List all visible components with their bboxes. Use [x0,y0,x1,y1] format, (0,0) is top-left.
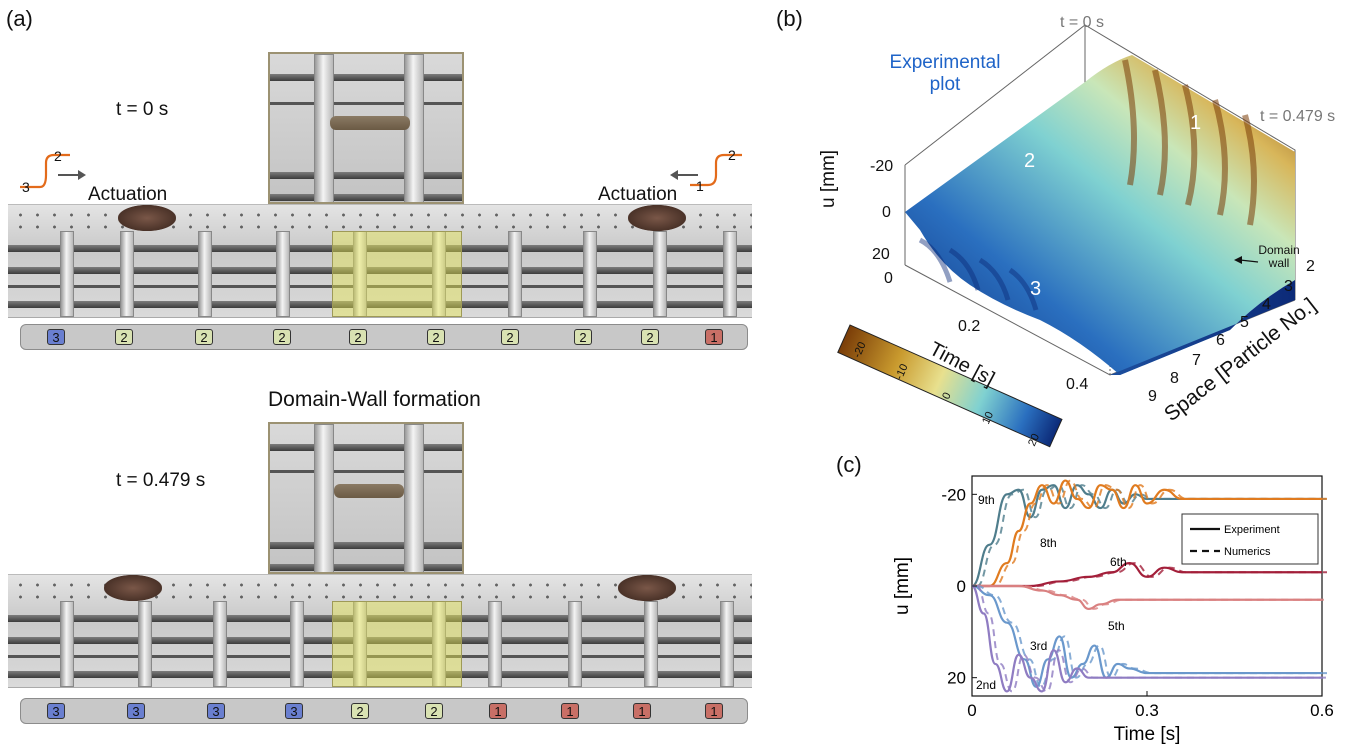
z-tick: -20 [870,158,894,175]
state-badge: 3 [207,703,225,719]
y-tick: 3 [1284,278,1293,295]
state-badge: 2 [574,329,592,345]
state-badge: 3 [285,703,303,719]
step-right-to: 1 [696,178,704,194]
state-badge: 1 [633,703,651,719]
panel-a-label: (a) [6,6,33,31]
colorbar [837,324,1063,448]
domain-wall-title: Domain-Wall formation [268,388,481,411]
state-bar-top: 3 2 2 2 2 2 2 2 2 1 [20,324,748,350]
step-right-icon [690,153,742,187]
actuation-left-label: Actuation [88,184,168,205]
legend-numerics: Numerics [1224,546,1271,558]
x-tick: 0 [884,270,893,287]
state-badge: 2 [427,329,445,345]
x-tick-label: 0.3 [1135,701,1159,720]
annotation-6th: 6th [1110,555,1127,569]
state-badge: 1 [705,703,723,719]
series-dashed-6th [976,562,1327,587]
state-badge: 2 [641,329,659,345]
z-axis-label: u [mm] [818,149,839,208]
y-tick: 5 [1240,314,1249,331]
series-dashed-2nd [976,585,1327,693]
annotation-3rd: 3rd [1030,639,1047,653]
x-tick: 0.2 [958,318,981,335]
state-badge: 2 [501,329,519,345]
legend-experiment: Experiment [1224,524,1280,536]
ripples-region-3 [918,237,1039,311]
state-bar-bottom: 3 3 3 3 2 2 1 1 1 1 [20,698,748,724]
tend-label: t = 0.479 s [1260,108,1336,125]
panel-c-label: (c) [836,452,862,477]
step-left-from: 3 [22,179,30,195]
time-label-top: t = 0 s [116,99,169,120]
state-badge: 2 [273,329,291,345]
zoom-inset-bottom [268,422,464,574]
t0-label: t = 0 s [1060,14,1105,31]
legend: Experiment Numerics [1181,513,1319,565]
state-badge: 1 [705,329,723,345]
y-tick: 4 [1262,296,1271,313]
panel-b-label: (b) [776,6,803,31]
ridges-region-1 [1122,59,1257,226]
x-tick-label: 0.6 [1310,701,1334,720]
annotation-9th: 9th [978,493,995,507]
region-3-label: 3 [1030,278,1042,300]
y-tick: 2 [1306,258,1315,275]
x-tick: 0.4 [1066,376,1089,393]
arrow-right-icon [58,170,86,180]
y-tick: 6 [1216,332,1225,349]
zoom-inset-top [268,52,464,204]
annotation-2nd: 2nd [976,678,996,692]
series-line-9th [971,484,1322,588]
annotation-5th: 5th [1108,619,1125,633]
rig-photo-bottom [8,574,752,688]
state-badge: 2 [115,329,133,345]
series-dashed-3rd [976,585,1327,688]
y-tick-label: -20 [941,485,966,504]
y-tick: 8 [1170,370,1179,387]
surface [905,55,1295,375]
series-line-8th [971,479,1322,588]
step-left-to: 2 [54,148,62,164]
domain-wall-label: Domain wall [1258,243,1300,270]
state-badge: 2 [349,329,367,345]
z-tick: 0 [882,204,891,221]
state-badge: 2 [195,329,213,345]
state-badge: 3 [127,703,145,719]
y-tick-label: 20 [947,669,966,688]
step-right-from: 2 [728,147,736,163]
state-badge: 3 [47,329,65,345]
y-axis-title: u [mm] [892,557,913,615]
surface-plot-3d [837,24,1296,448]
series-line-6th [971,561,1322,588]
state-badge: 2 [351,703,369,719]
x-tick-label: 0 [967,701,976,720]
region-2-label: 2 [1024,150,1036,172]
actuation-right-label: Actuation [598,184,678,205]
step-left-icon [20,153,70,189]
x-axis-title: Time [s] [1114,724,1181,744]
region-1-label: 1 [1190,112,1202,134]
z-tick: 20 [872,246,890,263]
time-label-bottom: t = 0.479 s [116,470,206,491]
state-badge: 1 [489,703,507,719]
y-tick-label: 0 [957,577,966,596]
state-badge: 3 [47,703,65,719]
y-tick: 9 [1148,388,1157,405]
experimental-plot-title: Experimental plot [889,52,1001,95]
series-dashed-8th [976,479,1327,587]
rig-photo-top [8,204,752,318]
annotation-8th: 8th [1040,536,1057,550]
state-badge: 1 [561,703,579,719]
arrow-left-icon [670,170,698,180]
state-badge: 2 [425,703,443,719]
y-tick: 7 [1192,352,1201,369]
